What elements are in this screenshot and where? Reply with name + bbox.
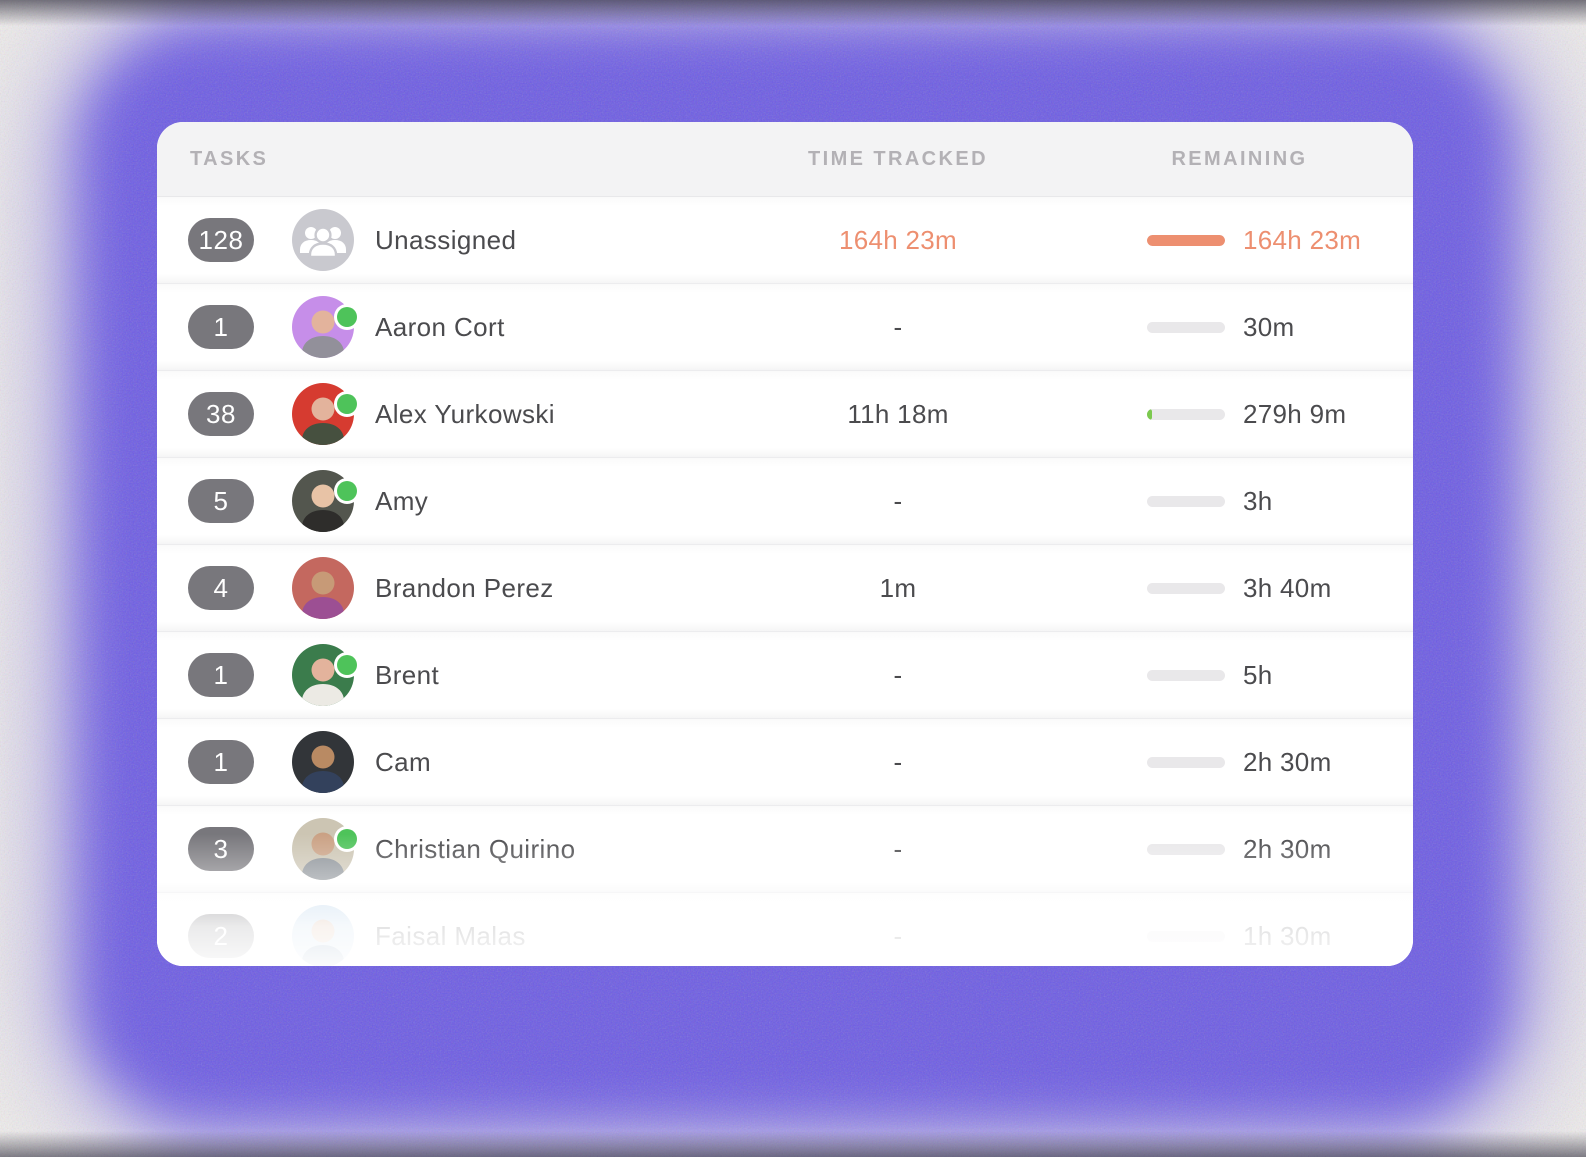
time-tracked-value: - [893,920,903,951]
assignee-avatar [292,731,354,793]
table-row[interactable]: 1 Cam - 2h 30m [157,719,1413,806]
assignee-name: Brent [375,659,440,690]
remaining-value: 164h 23m [1243,224,1362,255]
table-row[interactable]: 1 Aaron Cort - 30m [157,284,1413,371]
time-tracking-card: TASKS TIME TRACKED REMAINING 128 [157,122,1413,966]
remaining-progress-fill [1147,234,1225,246]
time-tracked-value: - [893,746,903,777]
time-tracked-value: - [893,659,903,690]
assignee-avatar [292,905,354,966]
person-avatar-icon [302,397,344,445]
assignee-avatar [292,818,354,880]
time-tracked-value: - [893,311,903,342]
task-count-badge: 1 [188,740,254,784]
table-row[interactable]: 3 Christian Quirino - 2h 30m [157,806,1413,893]
table-header: TASKS TIME TRACKED REMAINING [157,122,1413,197]
person-avatar-icon [302,832,344,880]
remaining-value: 3h 40m [1243,572,1332,603]
assignee-avatar [292,557,354,619]
assignee-name: Cam [375,746,432,777]
remaining-value: 3h [1243,485,1273,516]
task-count-badge: 4 [188,566,254,610]
task-count-badge: 38 [188,392,254,436]
assignee-name: Faisal Malas [375,920,526,951]
task-count-badge: 3 [188,827,254,871]
time-tracked-value: 1m [879,572,917,603]
task-count-badge: 128 [188,218,254,262]
person-avatar-icon [302,745,344,793]
remaining-value: 2h 30m [1243,833,1332,864]
person-avatar-icon [302,310,344,358]
time-tracked-value: 164h 23m [838,224,958,255]
remaining-progress-bar [1147,234,1225,246]
person-avatar-icon [302,919,344,966]
remaining-value: 30m [1243,311,1295,342]
remaining-value: 5h [1243,659,1273,690]
time-tracked-value: 11h 18m [847,398,949,429]
online-status-dot [337,481,357,501]
time-tracked-value: - [893,485,903,516]
assignee-avatar [292,644,354,706]
table-row[interactable]: 38 Alex Yurkowski 11h 18m 279h 9m [157,371,1413,458]
online-status-dot [337,655,357,675]
online-status-dot [337,307,357,327]
task-count-badge: 1 [188,653,254,697]
assignee-avatar [292,383,354,445]
time-tracked-value: - [893,833,903,864]
column-header-tasks[interactable]: TASKS [190,147,269,170]
online-status-dot [337,829,357,849]
task-count-badge: 2 [188,914,254,958]
remaining-progress-bar [1147,495,1225,507]
assignee-name: Christian Quirino [375,833,576,864]
assignee-name: Aaron Cort [375,311,505,342]
table-row[interactable]: 2 Faisal Malas - 1h 30m [157,893,1413,966]
assignee-avatar [292,470,354,532]
assignee-name: Brandon Perez [375,572,554,603]
table-row[interactable]: 4 Brandon Perez 1m 3h 40m [157,545,1413,632]
remaining-progress-bar [1147,930,1225,942]
remaining-progress-bar [1147,669,1225,681]
remaining-progress-bar [1147,582,1225,594]
assignee-avatar [292,209,354,271]
remaining-progress-bar [1147,756,1225,768]
remaining-progress-bar [1147,321,1225,333]
table-row[interactable]: 5 Amy - 3h [157,458,1413,545]
column-header-remaining[interactable]: REMAINING [1171,147,1308,170]
remaining-value: 1h 30m [1243,920,1332,951]
bottom-edge-vignette [0,1131,1586,1157]
assignee-table-body: 128 Unassig [157,197,1413,966]
online-status-dot [337,394,357,414]
group-avatar-icon [300,226,346,259]
remaining-value: 2h 30m [1243,746,1332,777]
assignee-avatar [292,296,354,358]
column-header-time-tracked[interactable]: TIME TRACKED [808,147,988,170]
remaining-progress-bar [1147,408,1225,420]
person-avatar-icon [302,658,344,706]
task-count-badge: 1 [188,305,254,349]
remaining-progress-fill [1147,408,1152,420]
table-row[interactable]: 1 Brent - 5h [157,632,1413,719]
task-count-badge: 5 [188,479,254,523]
remaining-value: 279h 9m [1243,398,1347,429]
assignee-name: Alex Yurkowski [375,398,555,429]
person-avatar-icon [302,571,344,619]
remaining-progress-bar [1147,843,1225,855]
assignee-name: Amy [375,485,429,516]
assignee-name: Unassigned [375,224,517,255]
person-avatar-icon [302,484,344,532]
table-row[interactable]: 128 Unassig [157,197,1413,284]
